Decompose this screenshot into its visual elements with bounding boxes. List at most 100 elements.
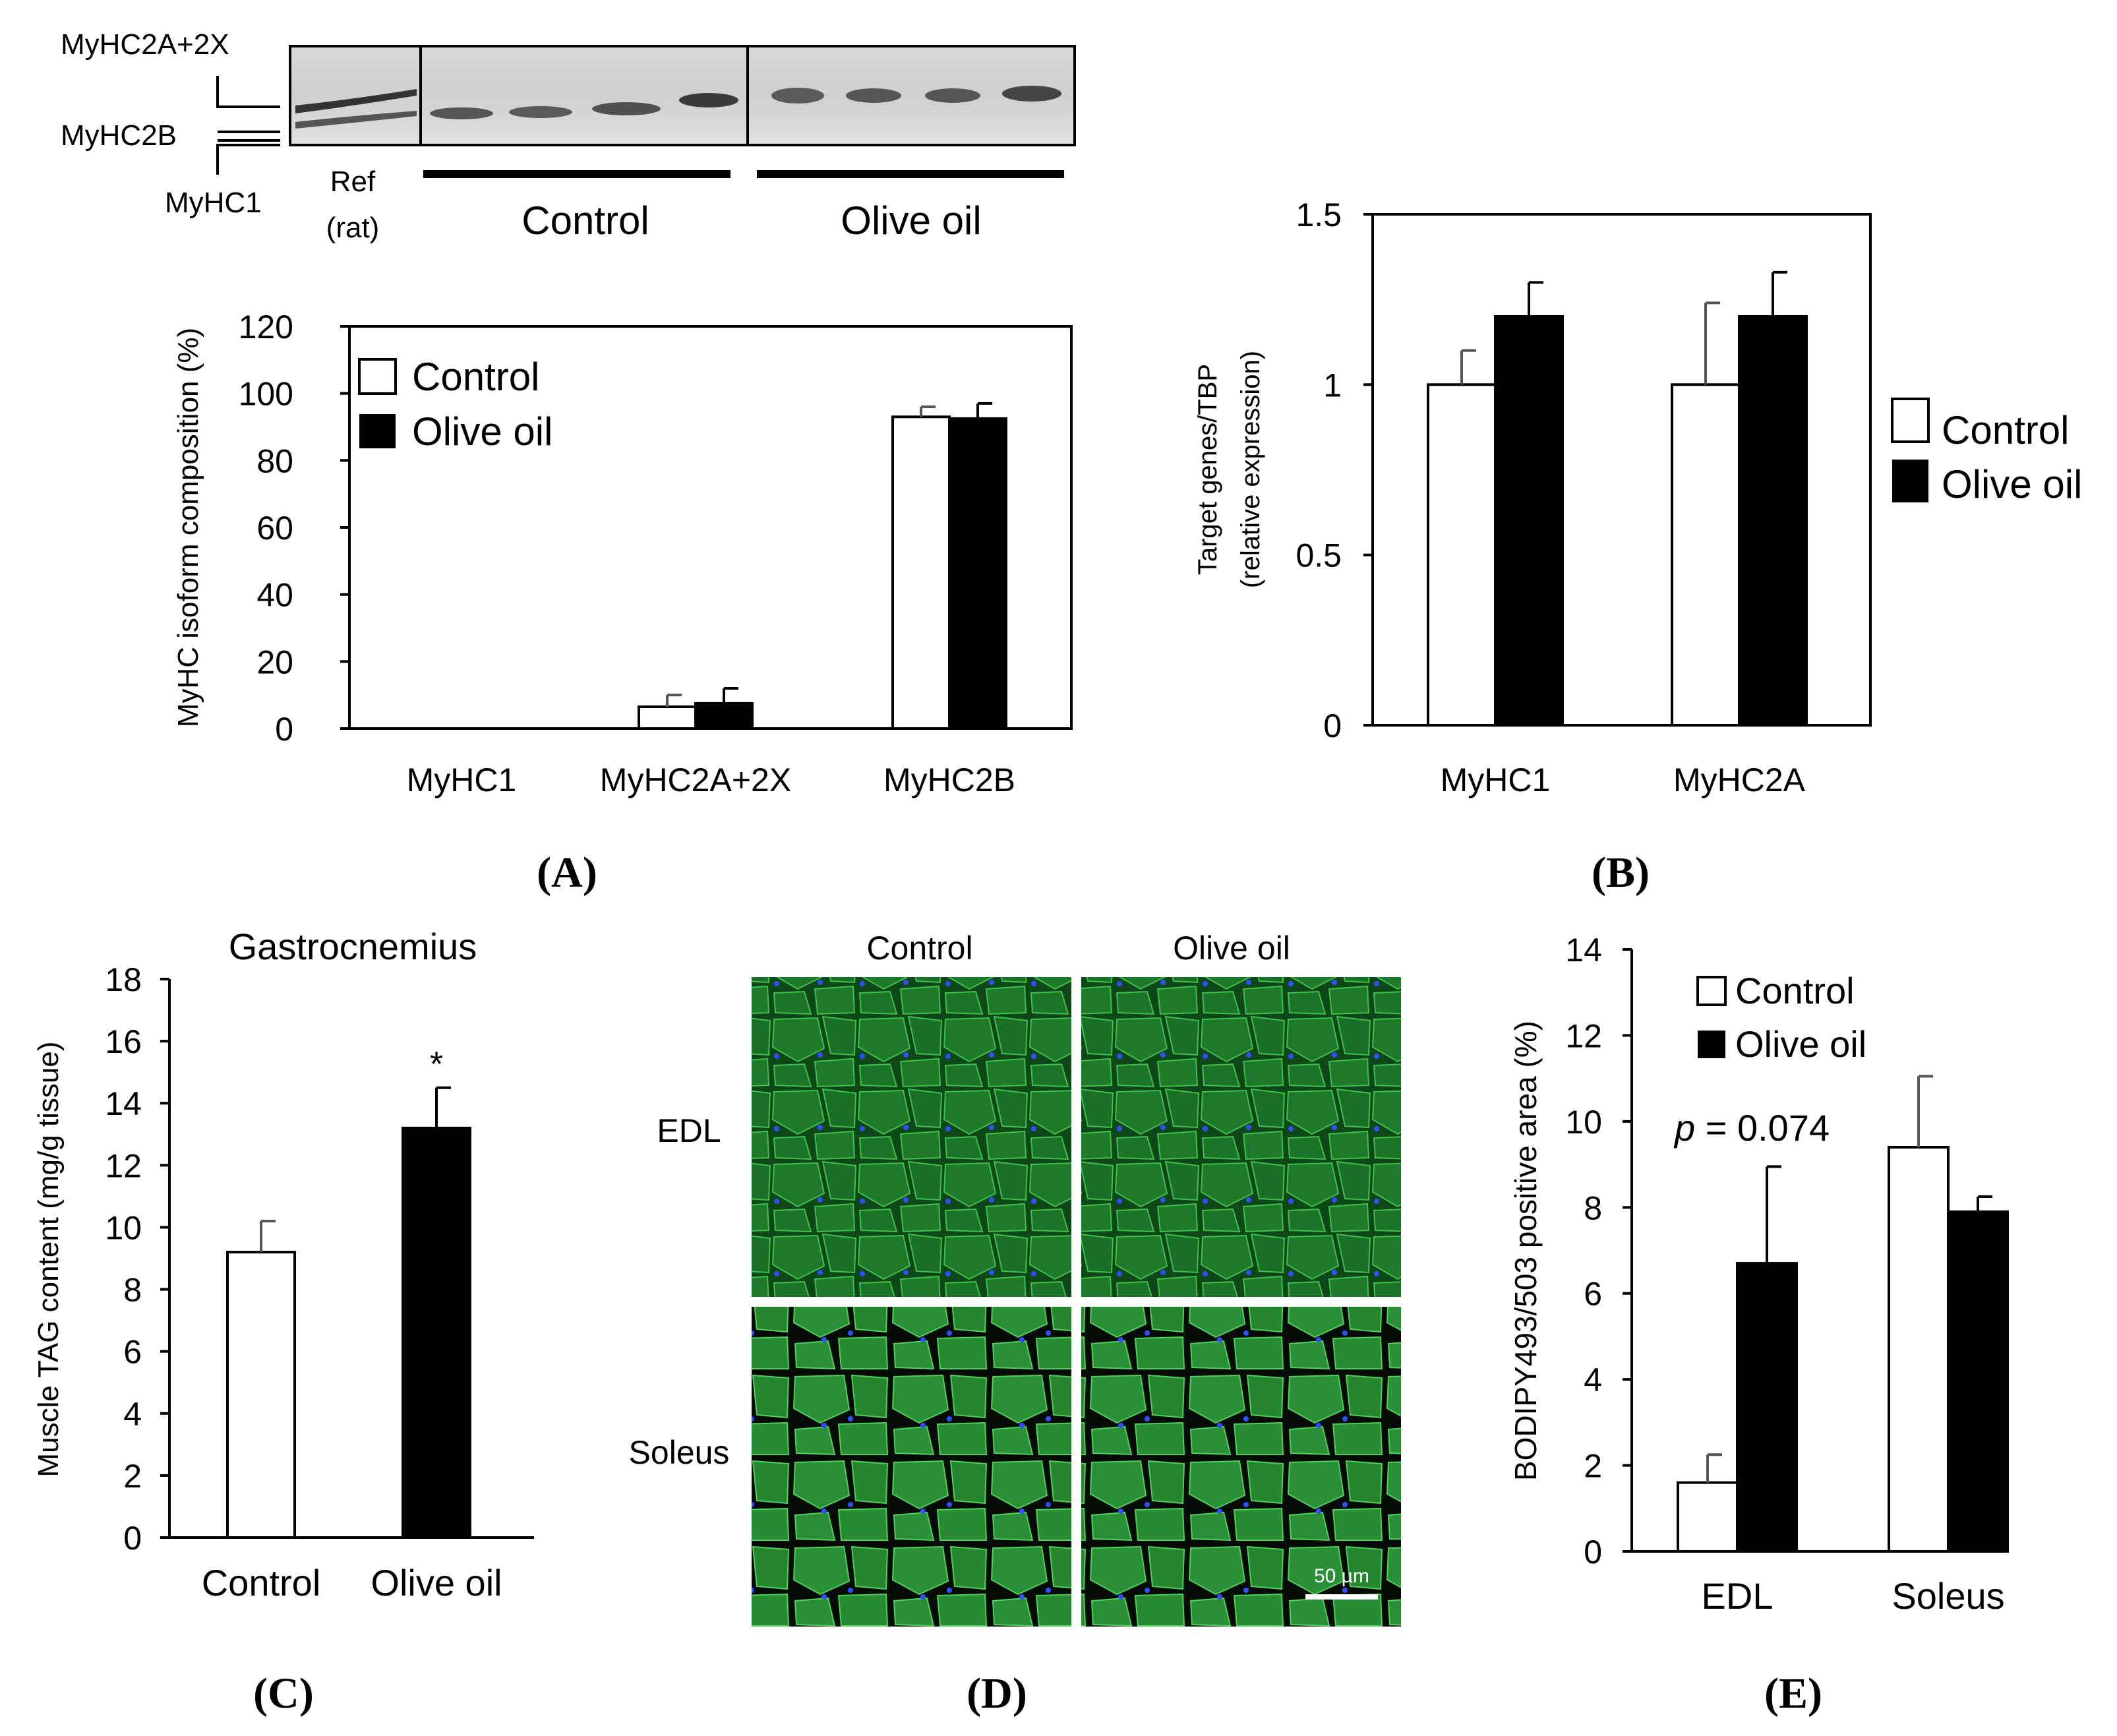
chart-b-frame	[1371, 213, 1872, 727]
chart-e-category-label: Soleus	[1892, 1575, 2004, 1617]
chart-e-ytick-label: 14	[1565, 932, 1602, 969]
chart-e-ytick-label: 8	[1584, 1189, 1602, 1226]
chart-e-ytick-label: 4	[1584, 1362, 1602, 1398]
chart-c-category-label: Olive oil	[371, 1562, 502, 1603]
chart-b-legend-olive: Olive oil	[1942, 462, 2082, 506]
chart-c-ytick-label: 6	[123, 1334, 142, 1371]
panel-label-b: (B)	[1592, 849, 1650, 897]
chart-e-bar-control-1	[1888, 1145, 1950, 1553]
blot-label-1: MyHC1	[165, 187, 262, 219]
chart-b-ytick-label: 0.5	[1296, 537, 1342, 574]
chart-c-ytick-label: 16	[105, 1023, 142, 1060]
blot-group-control: Control	[522, 198, 649, 243]
micro-col-control: Control	[866, 930, 972, 967]
chart-a-legend-control: Control	[412, 355, 539, 399]
chart-b-bar-olive-oil-0	[1494, 315, 1564, 727]
chart-e-ylabel: BODIPY493/503 positive area (%)	[1508, 1021, 1543, 1481]
chart-a-legend-olive: Olive oil	[412, 409, 552, 454]
chart-c-significance: *	[430, 1046, 443, 1084]
chart-a-legend-swatch-control	[358, 358, 397, 395]
chart-a: 0 20 40 60 80 100 120 MyHC1 MyHC2A+2X MyHC2B MyH…	[172, 309, 1073, 897]
chart-a-bar-control-2	[891, 415, 951, 730]
chart-c-ylabel: Muscle TAG content (mg/g tissue)	[32, 1041, 65, 1477]
chart-c-title: Gastrocnemius	[229, 926, 477, 967]
chart-e-p-annotation: p = 0.074	[1673, 1107, 1830, 1149]
chart-a-ytick-label: 120	[239, 309, 293, 345]
chart-e: 0 2 4 6 8 10 12 14 EDL Soleus BODIPY493/503 posi…	[1508, 932, 2009, 1718]
chart-b-ylabel-line1: Target genes/TBP	[1193, 364, 1222, 575]
micrograph-edl-olive	[1081, 977, 1401, 1297]
chart-a-ytick-label: 100	[239, 376, 293, 413]
panel-label-c: (C)	[253, 1669, 314, 1718]
chart-b-legend-control: Control	[1942, 408, 2069, 452]
chart-b-ytick-label: 1.5	[1296, 196, 1342, 233]
chart-a-bar-control-1	[638, 705, 697, 731]
chart-e-category-label: EDL	[1702, 1575, 1774, 1617]
chart-c-ytick-label: 12	[105, 1147, 142, 1184]
chart-c-ytick-label: 14	[105, 1085, 142, 1122]
blot-bracket-2a2x	[216, 76, 280, 108]
chart-a-bar-olive-oil-2	[948, 417, 1007, 731]
chart-a-ylabel: MyHC isoform composition (%)	[172, 328, 204, 727]
chart-e-bar-olive-oil-0	[1736, 1262, 1798, 1553]
blot-control-bar	[423, 170, 731, 178]
blot-group-olive: Olive oil	[841, 198, 981, 243]
chart-b: 0 0.5 1 1.5 MyHC1 MyHC2A Target genes/TBP (r…	[1193, 196, 2082, 897]
panel-label-e: (E)	[1764, 1669, 1822, 1718]
chart-c-bar-muscle-tag-1	[402, 1126, 471, 1540]
chart-e-ytick-label: 12	[1565, 1017, 1602, 1054]
chart-c-ytick-label: 8	[123, 1272, 142, 1309]
micro-row-edl: EDL	[657, 1112, 721, 1149]
micro-row-soleus: Soleus	[629, 1434, 730, 1471]
chart-e-ytick-label: 2	[1584, 1448, 1602, 1485]
chart-b-legend-swatch-olive	[1892, 460, 1928, 502]
chart-e-legend-swatch-control	[1696, 976, 1727, 1006]
chart-a-bar-olive-oil-1	[694, 702, 754, 730]
blot-label-2b: MyHC2B	[61, 119, 177, 152]
chart-b-bar-control-1	[1671, 383, 1741, 727]
panel-label-a: (A)	[537, 849, 597, 897]
chart-b-legend-swatch-control	[1891, 398, 1930, 443]
chart-c-ytick-label: 2	[123, 1458, 142, 1495]
chart-e-legend-swatch-olive	[1698, 1031, 1725, 1058]
chart-b-category-label: MyHC1	[1441, 762, 1551, 798]
chart-a-ytick-label: 20	[256, 644, 293, 680]
blot-ref-label: Ref	[330, 165, 376, 198]
chart-c-ytick-label: 10	[105, 1209, 142, 1246]
micro-col-olive: Olive oil	[1173, 930, 1290, 967]
blot-bracket-1	[216, 144, 280, 175]
chart-e-ytick-label: 0	[1584, 1534, 1602, 1571]
chart-a-category-label: MyHC1	[407, 762, 517, 798]
blot-ref-sublabel: (rat)	[326, 212, 380, 244]
micrograph-edl-control	[752, 977, 1071, 1297]
scale-bar-label: 50 µm	[1314, 1565, 1369, 1587]
chart-b-ylabel-line2: (relative expression)	[1236, 351, 1265, 588]
chart-a-ytick-label: 60	[256, 510, 293, 547]
chart-e-ytick-label: 10	[1565, 1104, 1602, 1141]
chart-e-legend-control: Control	[1735, 970, 1855, 1011]
blot-bands	[295, 86, 1061, 129]
chart-e-bar-olive-oil-1	[1947, 1210, 2009, 1553]
chart-b-ytick-label: 0	[1323, 707, 1342, 744]
chart-e-legend-olive: Olive oil	[1735, 1023, 1866, 1065]
chart-c-ytick-label: 4	[123, 1396, 142, 1433]
chart-a-ytick-label: 40	[256, 577, 293, 614]
chart-e-ytick-label: 6	[1584, 1276, 1602, 1313]
chart-e-bar-control-0	[1677, 1481, 1739, 1553]
chart-b-category-label: MyHC2A	[1673, 762, 1806, 798]
panel-label-d: (D)	[967, 1669, 1027, 1718]
chart-b-ytick-label: 1	[1323, 367, 1342, 404]
chart-c-category-label: Control	[202, 1562, 321, 1603]
chart-b-bar-olive-oil-1	[1738, 315, 1808, 727]
chart-a-category-label: MyHC2A+2X	[600, 762, 791, 798]
chart-c: 0 2 4 6 8 10 12 14 16 18 * Control Olive oil Gastr…	[32, 926, 534, 1718]
chart-c-bar-muscle-tag-0	[226, 1251, 296, 1539]
chart-c-ytick-label: 0	[123, 1520, 142, 1557]
chart-a-ytick-label: 80	[256, 442, 293, 479]
chart-a-legend-swatch-olive	[359, 414, 396, 448]
western-blot: MyHC2A+2X MyHC2B MyHC1 Ref (rat) Control…	[61, 28, 1076, 244]
chart-c-ytick-label: 18	[105, 961, 142, 998]
micrograph-soleus-olive	[1081, 1307, 1401, 1627]
chart-a-ytick-label: 0	[275, 711, 293, 748]
